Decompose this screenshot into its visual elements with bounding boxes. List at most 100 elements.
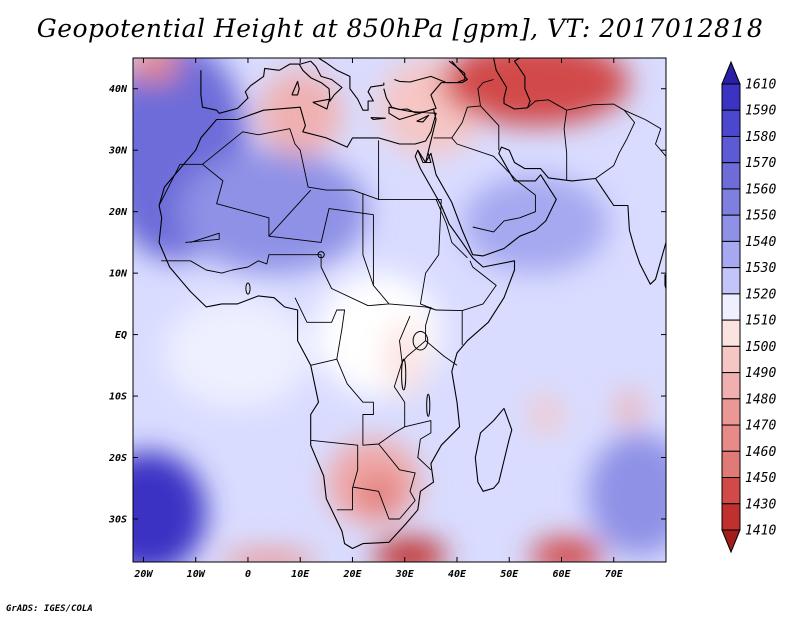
border-13 — [352, 443, 416, 520]
colorbar-label: 1450 — [745, 471, 776, 486]
colorbar-top-triangle — [721, 60, 741, 85]
crete-coast — [370, 117, 386, 121]
lon-tick-label: 30E — [395, 569, 415, 580]
lat-tick-label: 30N — [108, 146, 128, 157]
colorbar-label: 1470 — [745, 419, 776, 434]
lon-tick-label: 20W — [133, 569, 153, 580]
colorbar-segment — [721, 188, 741, 216]
colorbar-segment — [721, 398, 741, 426]
field-southern-ocean-low-3 — [221, 549, 316, 562]
plot-frame — [132, 57, 667, 563]
caspian-coast — [493, 58, 531, 110]
italy-coast — [298, 60, 343, 102]
colorbar-label: 1530 — [745, 261, 776, 276]
border-1 — [202, 128, 380, 200]
africa-coast — [158, 106, 516, 550]
grads-credit: GrADS: IGES/COLA — [6, 604, 93, 614]
longitude-axis: 20W 10W 0 10E 20E 30E 40E 50E 60E 70E — [133, 58, 624, 580]
colorbar-label: 1520 — [745, 287, 776, 302]
colorbar-label: 1510 — [745, 314, 776, 329]
colorbar-segment — [721, 503, 741, 531]
lakes-layer — [245, 251, 431, 417]
lat-tick-label: 10S — [109, 392, 127, 403]
coastlines-layer — [158, 58, 666, 550]
lat-tick-label: 40N — [109, 84, 128, 95]
border-24 — [527, 99, 567, 111]
lat-tick-label: 20S — [108, 453, 127, 464]
colorbar-bottom-triangle — [721, 529, 741, 554]
field-atlantic-nw-low — [133, 58, 181, 83]
colorbar-segment — [721, 424, 741, 452]
border-11 — [336, 315, 411, 446]
colorbar-segment — [721, 214, 741, 242]
field-middle-east-low — [441, 58, 630, 126]
lat-tick-label: 10N — [109, 269, 128, 280]
colorbar-segment — [721, 319, 741, 347]
border-23 — [624, 109, 666, 157]
red-sea-east — [417, 149, 432, 164]
field-mediterranean-low-west — [258, 70, 343, 157]
lon-tick-label: 50E — [500, 569, 519, 580]
lon-tick-label: 70E — [605, 569, 624, 580]
colorbar-segment — [721, 109, 741, 137]
colorbar-label: 1570 — [745, 156, 776, 171]
colorbar-segment — [721, 477, 741, 505]
colorbar-segment — [721, 135, 741, 164]
border-2 — [158, 163, 203, 206]
colorbar-label: 1490 — [745, 366, 776, 381]
sri-lanka-coast — [664, 274, 666, 291]
field-south-atlantic-high — [133, 451, 207, 562]
cyprus-coast — [416, 114, 430, 123]
plot-area — [133, 58, 666, 562]
map-title: Geopotential Height at 850hPa [gpm], VT:… — [36, 14, 764, 43]
colorbar-label: 1610 — [745, 78, 776, 93]
colorbar-label: 1480 — [745, 392, 776, 407]
europe-coast-1 — [200, 60, 311, 114]
colorbar-segment — [721, 83, 741, 111]
madagascar-coast — [474, 407, 513, 492]
lake-malawi — [426, 393, 431, 417]
colorbar-segment — [721, 345, 741, 374]
colorbar-label: 1590 — [745, 104, 776, 119]
border-4 — [185, 232, 220, 243]
latitude-axis: 40N 30N 20N 10N EQ 10S 20S 30S — [108, 84, 666, 525]
field-madagascar-low — [530, 396, 562, 433]
border-21 — [477, 79, 494, 106]
black-sea-coast — [394, 60, 466, 84]
sicily-coast — [312, 98, 331, 110]
border-17 — [462, 260, 497, 312]
colorbar: 1610 1590 1580 1570 1560 1550 1540 1530 1520 1510… — [721, 60, 776, 554]
border-3 — [202, 163, 312, 237]
border-5 — [268, 208, 463, 345]
lon-tick-label: 0 — [245, 569, 251, 580]
lon-tick-label: 10W — [187, 569, 206, 580]
border-16 — [425, 306, 432, 341]
colorbar-label: 1550 — [745, 209, 776, 224]
colorbar-label: 1540 — [745, 235, 776, 250]
field-southern-ocean-low-1 — [373, 537, 447, 562]
lon-tick-label: 10E — [291, 569, 310, 580]
lon-tick-label: 20E — [342, 569, 362, 580]
border-22 — [563, 103, 636, 180]
turkey-coast — [383, 60, 468, 114]
border-7 — [378, 198, 442, 311]
colorbar-segment — [721, 372, 741, 400]
arabia-coast — [425, 146, 666, 285]
colorbar-segment — [721, 450, 741, 479]
colorbar-segment — [721, 162, 741, 190]
border-14 — [404, 420, 432, 471]
lon-tick-label: 40E — [448, 569, 467, 580]
border-18 — [435, 199, 468, 259]
balkans-coast — [318, 58, 385, 111]
border-9 — [320, 254, 390, 307]
lat-tick-label: 20N — [108, 207, 128, 218]
lake-victoria — [412, 331, 429, 351]
colorbar-label: 1560 — [745, 182, 776, 197]
colorbar-label: 1460 — [745, 445, 776, 460]
field-southern-africa-core — [357, 475, 400, 513]
field-arabia-high — [462, 174, 609, 274]
field-south-indian-high — [587, 432, 666, 556]
border-20 — [451, 137, 536, 233]
borders-layer — [158, 79, 666, 520]
